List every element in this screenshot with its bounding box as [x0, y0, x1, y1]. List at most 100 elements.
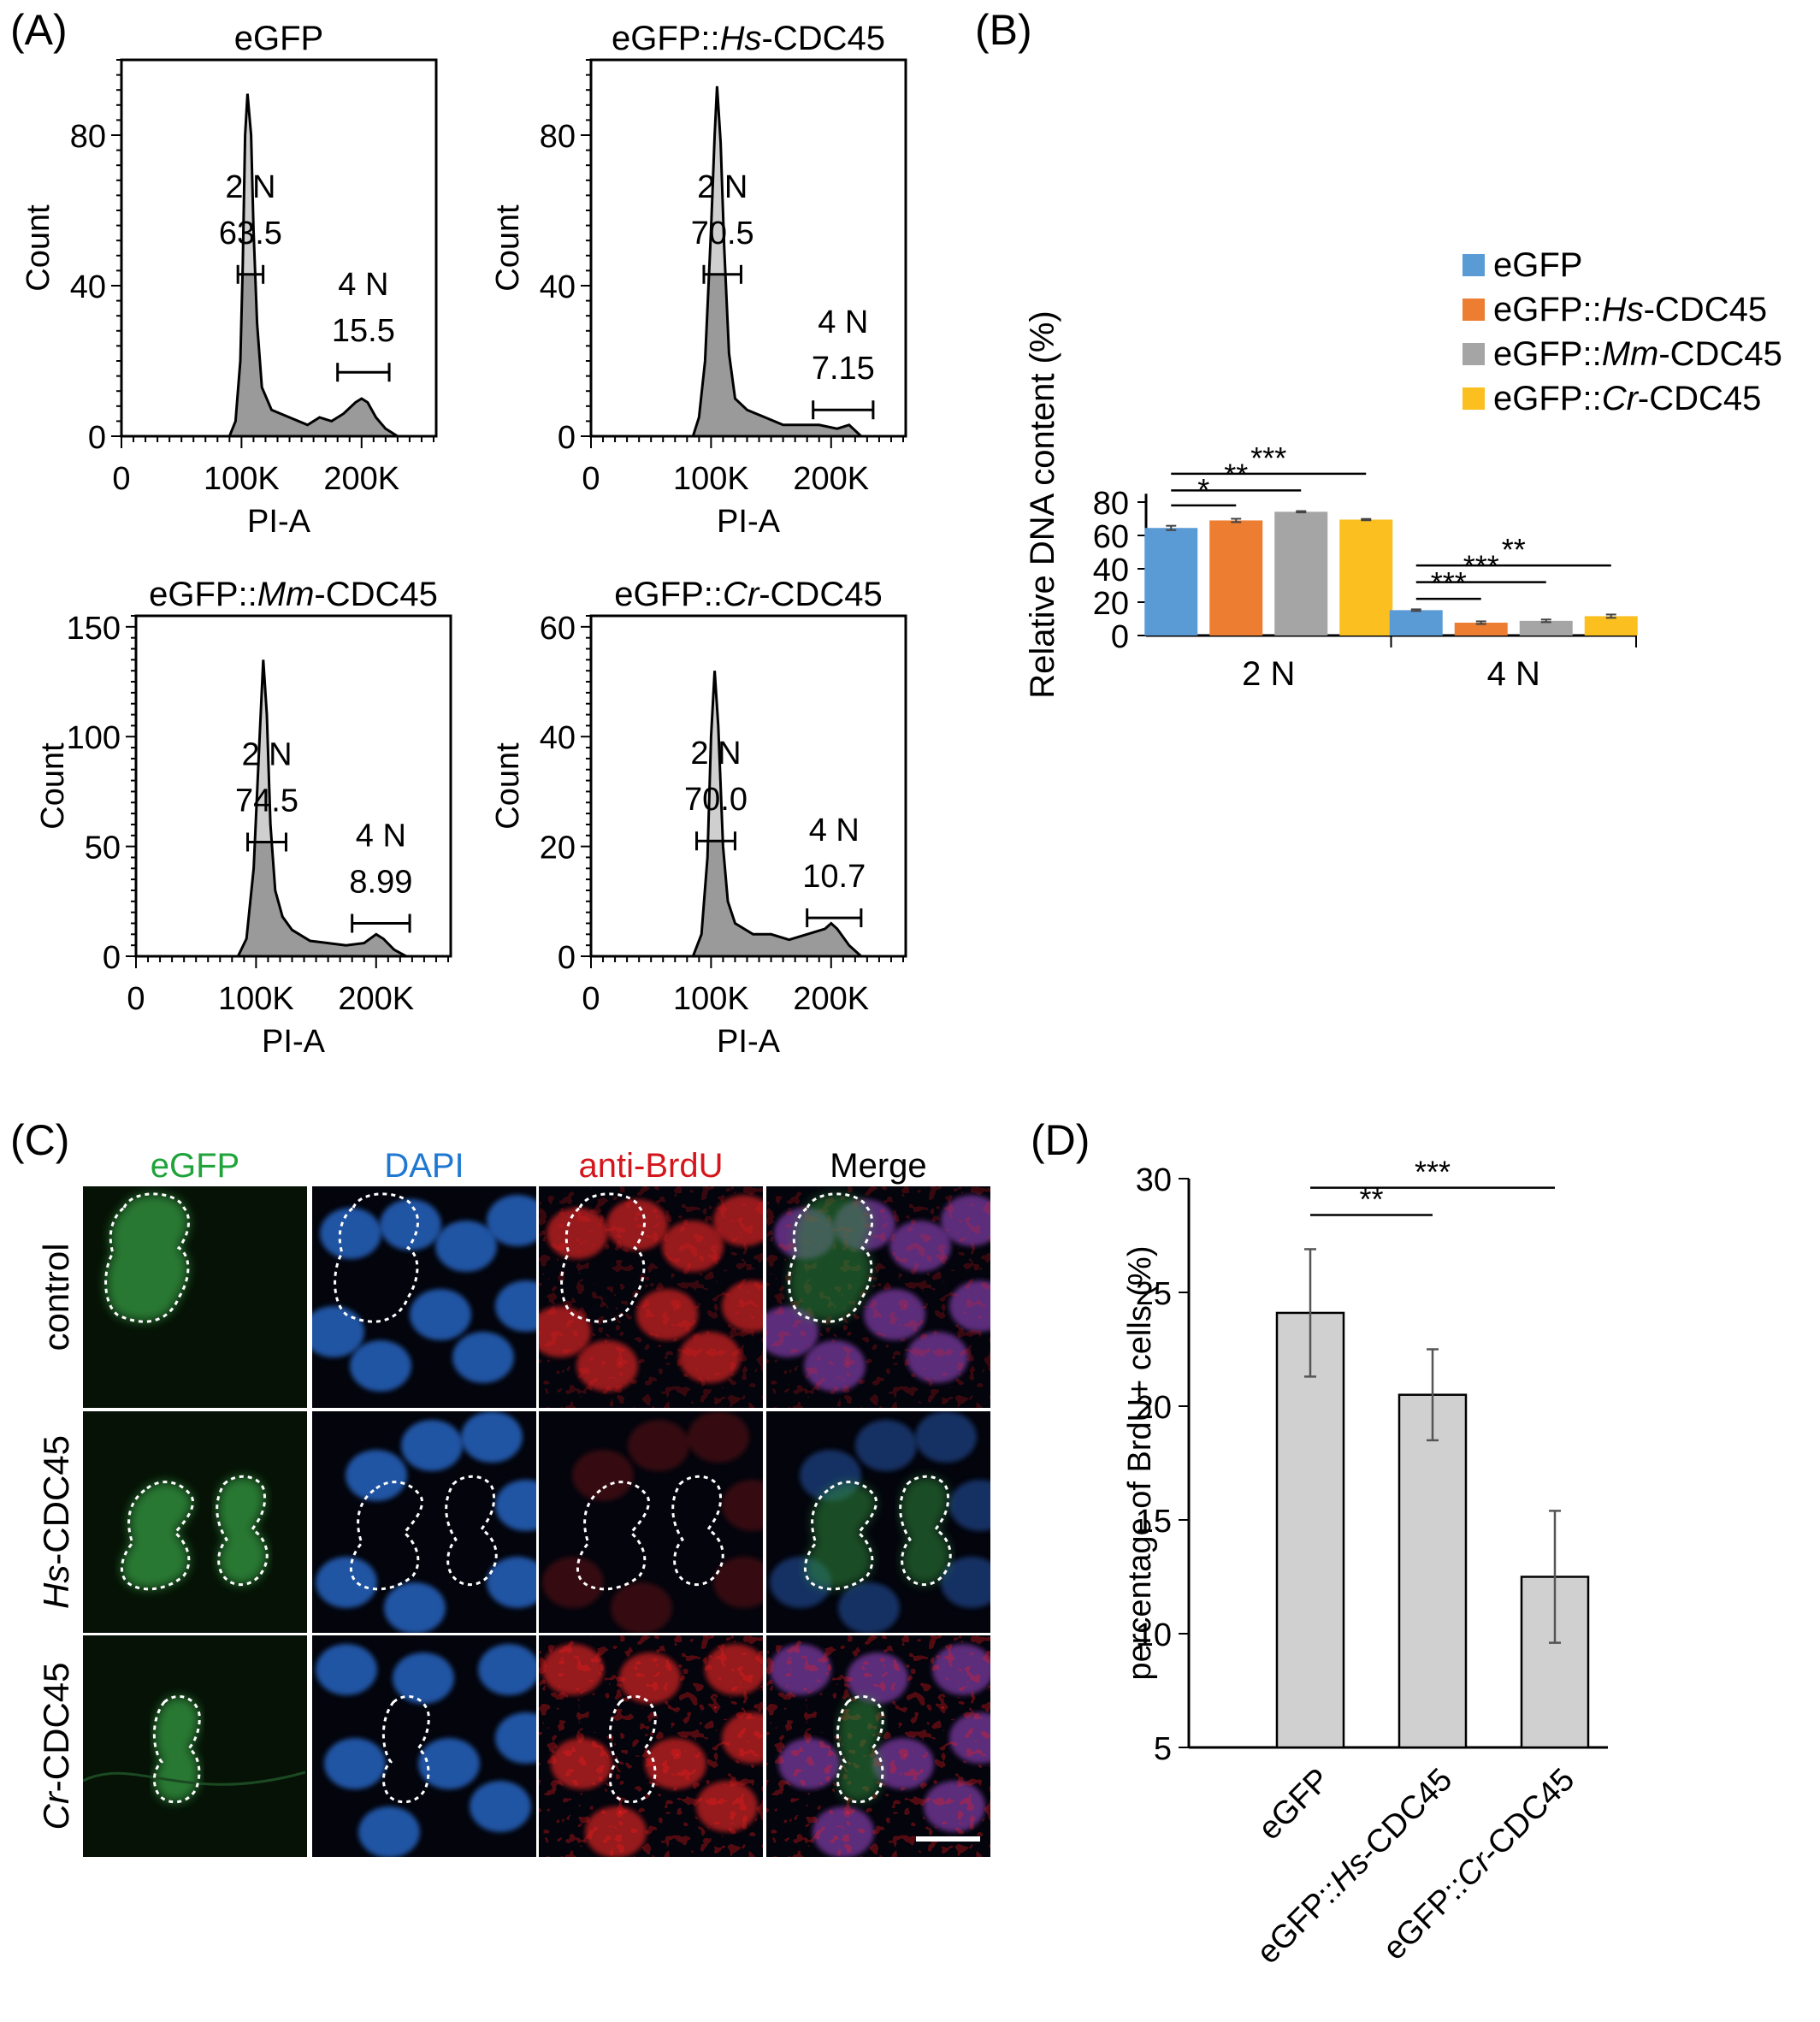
- category-label: 2 N: [1242, 655, 1295, 693]
- micrograph-tile: [539, 1635, 763, 1857]
- gate-value: 15.5: [332, 313, 395, 349]
- merge-gfp-signal: [900, 1476, 951, 1585]
- y-axis-label: Count: [21, 204, 56, 292]
- legend-label-part-2: -CDC45: [1638, 380, 1761, 417]
- histogram-area: [238, 659, 406, 956]
- y-axis-label: Count: [490, 742, 526, 830]
- y-tick-label: 150: [67, 611, 121, 647]
- cell-outline: [381, 1694, 430, 1804]
- cell-outline: [836, 1694, 884, 1804]
- panel-label-b: (B): [975, 6, 1032, 54]
- x-axis-label: PI-A: [717, 504, 781, 540]
- cell-outline: [671, 1475, 724, 1587]
- nucleus: [478, 1644, 536, 1695]
- nucleus: [410, 1289, 471, 1340]
- column-header: eGFP: [151, 1147, 239, 1185]
- cell-outline: [334, 1192, 419, 1323]
- tile-content: [766, 1186, 990, 1408]
- gate-label: 4 N: [818, 304, 868, 340]
- nucleus: [495, 1280, 536, 1332]
- nucleus: [358, 1806, 420, 1857]
- nucleus: [495, 1712, 536, 1764]
- y-tick-label: 20: [1093, 586, 1129, 622]
- histogram-title: eGFP::Mm-CDC45: [149, 576, 438, 613]
- merge-gfp-signal: [805, 1481, 877, 1589]
- histogram-title-part-1: Cr: [723, 576, 760, 613]
- merge-gfp-signal: [789, 1193, 872, 1322]
- legend-label: eGFP::Cr-CDC45: [1493, 380, 1761, 417]
- nucleus: [713, 1557, 763, 1608]
- gate-label: 2 N: [690, 736, 741, 772]
- nucleus: [324, 1738, 386, 1789]
- nucleus: [316, 1644, 377, 1695]
- category-label-part-0: eGFP::: [1250, 1873, 1349, 1972]
- x-axis-label: PI-A: [717, 1024, 781, 1060]
- histogram-title-part-0: eGFP::: [149, 576, 257, 613]
- x-tick-label: 200K: [338, 981, 414, 1017]
- micrograph-tile: [312, 1411, 536, 1633]
- y-axis-label: percentage of BrdU+ cells (%): [1122, 1246, 1158, 1681]
- gate-label: 4 N: [356, 818, 406, 854]
- legend-swatch: [1462, 299, 1485, 321]
- brdu-speckle: [539, 1635, 763, 1857]
- row-label-part-0: control: [36, 1243, 76, 1351]
- category-label-part-2: -CDC45: [1351, 1762, 1460, 1871]
- row-label: control: [36, 1243, 76, 1351]
- significance-label: **: [1502, 532, 1526, 567]
- bar: [1209, 520, 1263, 636]
- micrograph-tile: [539, 1411, 763, 1633]
- x-tick-label: 100K: [204, 461, 280, 497]
- histogram-title-part-0: eGFP::: [612, 20, 720, 57]
- tile-content: [83, 1635, 307, 1857]
- row-label-part-0: Cr: [36, 1790, 76, 1830]
- y-axis-label: Relative DNA content (%): [1024, 310, 1061, 699]
- y-tick-label: 80: [70, 119, 106, 155]
- histogram-title-part-1: Hs: [720, 20, 762, 57]
- cell-outline: [608, 1694, 657, 1804]
- category-label-part-2: -CDC45: [1474, 1762, 1582, 1871]
- column-header: Merge: [830, 1147, 926, 1185]
- tile-content: [83, 1411, 307, 1633]
- histogram-title-part-1: Mm: [257, 576, 315, 613]
- cell-outline: [788, 1192, 873, 1323]
- cell-outline: [445, 1475, 498, 1587]
- nucleus: [312, 1306, 364, 1357]
- nucleus: [628, 1420, 689, 1471]
- category-label: eGFP: [1251, 1762, 1337, 1848]
- x-tick-label: 200K: [793, 461, 869, 497]
- x-tick-label: 0: [127, 981, 145, 1017]
- column-header: anti-BrdU: [579, 1147, 724, 1185]
- nucleus: [316, 1557, 377, 1608]
- nucleus: [838, 1582, 900, 1633]
- nucleus: [688, 1411, 749, 1463]
- gate-value: 74.5: [235, 783, 298, 819]
- nucleus: [542, 1557, 604, 1608]
- x-tick-label: 100K: [673, 981, 749, 1017]
- gfp-membrane-trace: [83, 1771, 306, 1786]
- gate-label: 2 N: [697, 169, 748, 205]
- gfp-cell-signal: [105, 1193, 189, 1322]
- histogram-egfp: eGFP 0 40 80 0 100K 200K PI-A Count 2 N 63.5 4 N 15.…: [21, 20, 438, 540]
- nucleus: [393, 1652, 454, 1704]
- nucleus: [470, 1781, 531, 1832]
- bar: [1584, 616, 1638, 636]
- category-label: 4 N: [1487, 655, 1540, 693]
- tile-content: [83, 1186, 307, 1408]
- brdu-bar-chart: 51015202530eGFPeGFP::Hs-CDC45eGFP::Cr-CD…: [1122, 1155, 1608, 1972]
- nucleus: [418, 1738, 480, 1789]
- gate-label: 4 N: [338, 267, 388, 303]
- x-tick-label: 100K: [673, 461, 749, 497]
- merge-gfp-signal: [837, 1696, 883, 1802]
- nucleus: [855, 1420, 917, 1471]
- tile-content: [539, 1411, 763, 1633]
- row-label-part-1: -CDC45: [36, 1662, 76, 1792]
- histogram-curve: [691, 671, 862, 958]
- gfp-cell-signal: [154, 1696, 200, 1802]
- row-label-part-1: -CDC45: [36, 1435, 76, 1565]
- cell-outline: [576, 1481, 650, 1591]
- y-tick-label: 0: [103, 940, 121, 976]
- brdu-speckle: [766, 1635, 990, 1857]
- y-axis-label: Count: [490, 204, 526, 292]
- legend-swatch: [1462, 254, 1485, 276]
- histogram-title: eGFP: [234, 20, 323, 57]
